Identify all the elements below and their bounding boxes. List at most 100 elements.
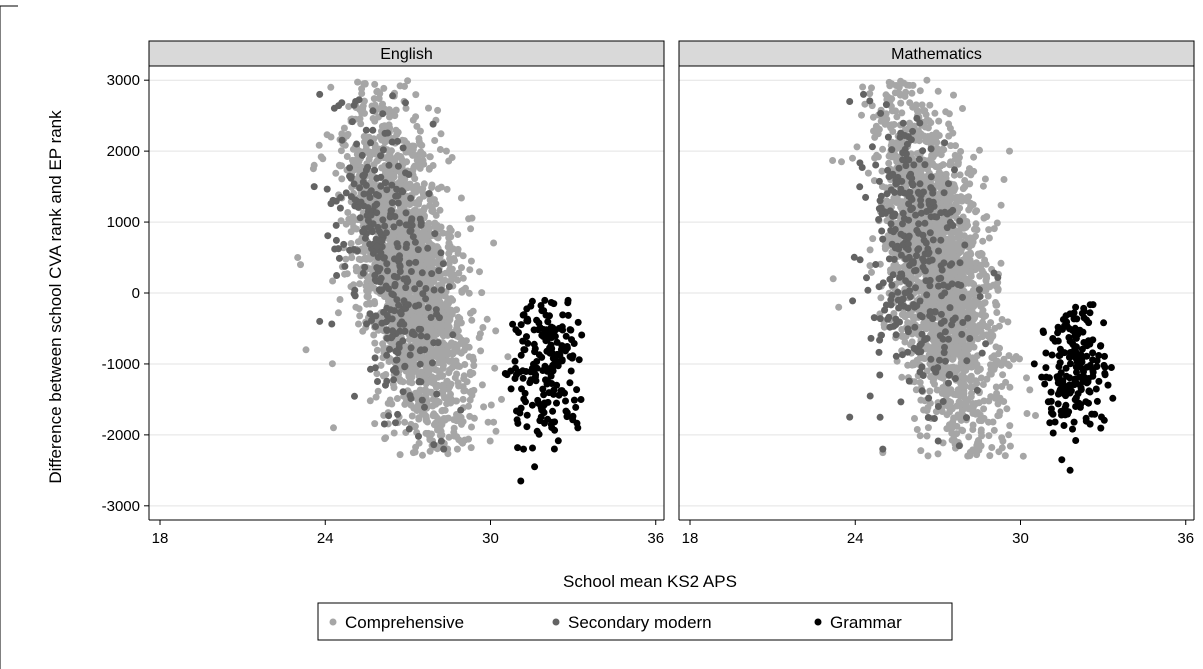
data-point: [988, 444, 996, 451]
series-secondary-modern: [310, 90, 465, 453]
data-point: [894, 288, 902, 296]
data-point: [829, 275, 837, 283]
data-point: [443, 378, 451, 386]
data-point: [1010, 355, 1017, 363]
data-point: [886, 275, 894, 283]
data-point: [392, 356, 400, 364]
data-point: [918, 313, 926, 321]
data-point: [346, 172, 354, 180]
data-point: [921, 107, 929, 115]
data-point: [424, 244, 432, 252]
data-point: [462, 337, 470, 345]
data-point: [914, 238, 922, 246]
data-point: [567, 367, 575, 375]
data-point: [372, 312, 380, 320]
data-point: [490, 418, 498, 426]
data-point: [356, 214, 364, 222]
data-point: [454, 276, 462, 284]
data-point: [407, 268, 415, 275]
data-point: [959, 293, 966, 301]
data-point: [394, 243, 402, 251]
data-point: [1023, 374, 1030, 382]
data-point: [365, 133, 373, 141]
data-point: [483, 315, 491, 323]
data-point: [429, 120, 437, 128]
data-point: [875, 283, 883, 291]
data-point: [511, 357, 519, 365]
data-point: [523, 411, 531, 419]
data-point: [393, 255, 401, 263]
data-point: [887, 220, 895, 228]
data-point: [1005, 431, 1013, 439]
data-point: [492, 427, 500, 435]
data-point: [979, 182, 987, 190]
data-point: [387, 306, 395, 314]
data-point: [413, 186, 421, 194]
data-point: [406, 180, 414, 188]
data-point: [430, 441, 438, 449]
data-point: [979, 237, 987, 245]
data-point: [445, 234, 453, 242]
data-point: [973, 328, 981, 336]
data-point: [444, 450, 452, 458]
data-point: [916, 180, 924, 188]
data-point: [405, 171, 413, 178]
data-point: [530, 326, 538, 334]
data-point: [396, 268, 404, 275]
data-point: [417, 148, 425, 156]
data-point: [310, 183, 318, 191]
data-point: [343, 131, 351, 139]
data-point: [340, 124, 348, 132]
data-point: [428, 430, 435, 438]
data-point: [380, 420, 388, 428]
data-point: [332, 169, 340, 177]
data-point: [382, 179, 389, 187]
data-point: [428, 359, 436, 367]
data-point: [399, 144, 407, 152]
data-point: [324, 232, 332, 240]
data-point: [426, 352, 434, 360]
data-point: [432, 400, 440, 408]
data-point: [441, 276, 449, 284]
data-point: [319, 155, 327, 163]
data-point: [573, 386, 581, 394]
data-point: [829, 157, 837, 164]
data-point: [419, 185, 427, 193]
data-point: [897, 77, 905, 85]
data-point: [386, 213, 394, 221]
data-point: [302, 346, 310, 354]
data-point: [457, 194, 465, 202]
data-point: [930, 291, 938, 299]
data-point: [498, 395, 505, 403]
data-point: [445, 260, 453, 268]
data-point: [363, 320, 371, 328]
data-point: [914, 246, 922, 254]
data-point: [426, 447, 434, 455]
data-point: [323, 185, 331, 193]
data-point: [408, 369, 416, 377]
data-point: [362, 126, 370, 134]
data-point: [451, 374, 459, 382]
data-point: [348, 118, 356, 126]
data-point: [371, 117, 379, 125]
data-point: [951, 375, 959, 382]
data-point: [878, 227, 886, 235]
data-point: [950, 414, 958, 422]
data-point: [342, 220, 350, 228]
data-point: [987, 335, 995, 343]
data-point: [443, 185, 451, 193]
data-point: [430, 421, 438, 429]
data-point: [466, 388, 474, 396]
data-point: [366, 397, 374, 405]
data-point: [948, 405, 956, 413]
data-point: [531, 373, 539, 381]
data-point: [864, 286, 872, 294]
data-point: [450, 424, 458, 432]
data-point: [881, 242, 889, 250]
data-point: [437, 130, 445, 138]
data-point: [966, 165, 973, 173]
data-point: [921, 161, 929, 169]
data-point: [447, 227, 455, 235]
data-point: [453, 324, 461, 332]
